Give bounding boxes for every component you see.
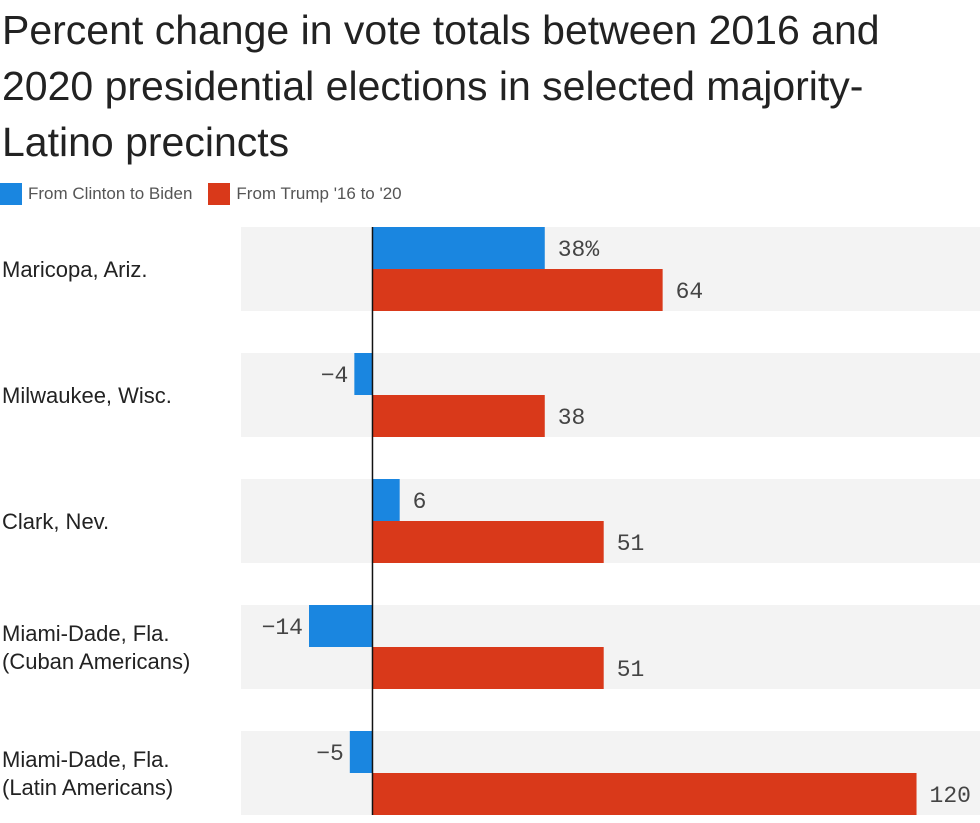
- bar: [372, 227, 545, 269]
- data-label: 64: [676, 279, 704, 305]
- bar: [349, 731, 373, 773]
- bar: [372, 269, 663, 311]
- category-label: Miami-Dade, Fla.: [2, 621, 169, 646]
- bar: [372, 395, 545, 437]
- legend-item-trump: From Trump '16 to '20: [208, 183, 402, 205]
- category-label: Milwaukee, Wisc.: [2, 383, 172, 408]
- data-label: −4: [321, 363, 349, 389]
- bar: [372, 647, 604, 689]
- category-band: [241, 353, 980, 437]
- bar: [372, 773, 917, 815]
- data-label: 38%: [558, 237, 600, 263]
- category-label: Miami-Dade, Fla.: [2, 747, 169, 772]
- chart-title: Percent change in vote totals between 20…: [2, 7, 880, 165]
- legend-label-trump: From Trump '16 to '20: [236, 184, 402, 203]
- legend-item-clinton-biden: From Clinton to Biden: [0, 183, 192, 205]
- category-label: (Latin Americans): [2, 775, 173, 800]
- data-label: −14: [262, 615, 303, 641]
- category-label: Maricopa, Ariz.: [2, 257, 148, 282]
- legend-label-clinton-biden: From Clinton to Biden: [28, 184, 193, 203]
- bar: [309, 605, 373, 647]
- legend: From Clinton to Biden From Trump '16 to …: [0, 182, 418, 206]
- data-label: 120: [930, 783, 971, 809]
- bar: [372, 479, 400, 521]
- category-label: (Cuban Americans): [2, 649, 190, 674]
- data-label: −5: [316, 741, 344, 767]
- data-label: 51: [617, 531, 645, 557]
- data-label: 6: [413, 489, 427, 515]
- legend-swatch-clinton-biden: [0, 183, 22, 205]
- data-label: 51: [617, 657, 645, 683]
- category-label: Clark, Nev.: [2, 509, 109, 534]
- data-label: 38: [558, 405, 586, 431]
- bar: [354, 353, 373, 395]
- bar: [372, 521, 604, 563]
- legend-swatch-trump: [208, 183, 231, 205]
- category-band: [241, 479, 980, 563]
